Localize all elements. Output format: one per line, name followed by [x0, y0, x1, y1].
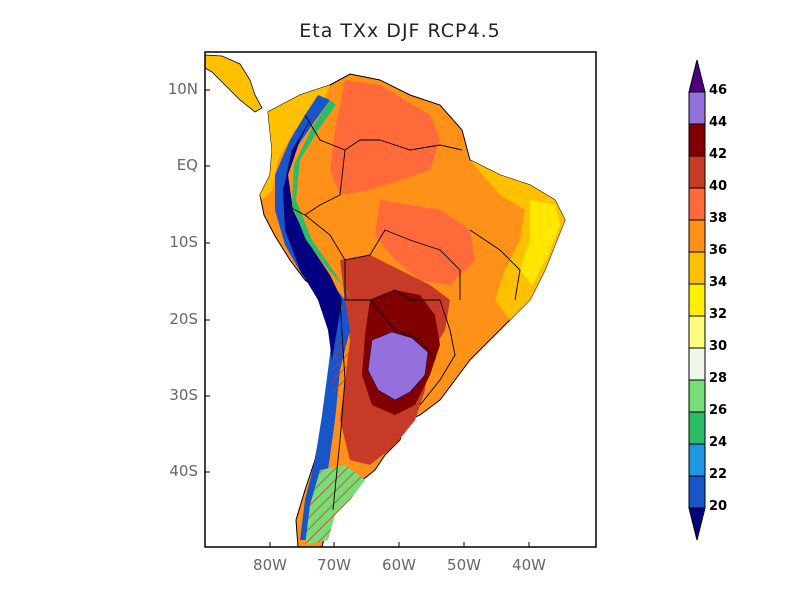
- country-borders: [284, 114, 521, 511]
- colorbar-tick-label: 22: [709, 467, 728, 482]
- colorbar-tick-label: 26: [709, 403, 728, 418]
- colorbar-bin: [688, 315, 706, 349]
- colorbar-bin: [688, 443, 706, 477]
- lon-tick-label: 60W: [382, 556, 416, 574]
- colorbar-bin: [688, 283, 706, 317]
- colorbar-bin: [688, 411, 706, 445]
- colorbar-bin: [688, 251, 706, 285]
- colorbar-tick-label: 30: [709, 339, 728, 354]
- colorbar-extend-high: [688, 59, 706, 93]
- lat-tick-label: EQ: [176, 156, 198, 174]
- lat-tick-label: 20S: [169, 310, 198, 328]
- zone-38-40-central: [375, 200, 475, 285]
- lat-tick-label: 10S: [169, 233, 198, 251]
- colorbar-tick-label: 20: [709, 499, 728, 514]
- colorbar-tick-label: 28: [709, 371, 728, 386]
- zone-44-46: [367, 331, 429, 401]
- zone-38-40: [330, 80, 440, 195]
- colorbar-bin: [688, 475, 706, 509]
- colorbar-bin: [688, 187, 706, 221]
- colorbar-tick-label: 24: [709, 435, 728, 450]
- colorbar-tick-label: 34: [709, 275, 728, 290]
- colorbar-tick-label: 38: [709, 211, 728, 226]
- colorbar-bin: [688, 347, 706, 381]
- colorbar-tick-label: 36: [709, 243, 728, 258]
- colorbar-extend-low: [688, 507, 706, 541]
- zone-34-36: [470, 160, 565, 320]
- axis-ticks: [205, 89, 530, 547]
- chile-hatch: [330, 340, 350, 400]
- map-title: Eta TXx DJF RCP4.5: [299, 20, 501, 42]
- colorbar: [688, 59, 706, 541]
- lat-tick-label: 30S: [169, 386, 198, 404]
- zone-32-34: [520, 200, 560, 285]
- colorbar-tick-label: 46: [709, 83, 728, 98]
- colorbar-bin: [688, 219, 706, 253]
- colorbar-bin: [688, 91, 706, 125]
- lon-tick-label: 80W: [253, 556, 287, 574]
- lat-tick-label: 10N: [167, 80, 198, 98]
- map-frame: [204, 51, 597, 548]
- andes-cold-zone: [275, 95, 350, 540]
- colorbar-tick-label: 42: [709, 147, 728, 162]
- lon-tick-label: 50W: [447, 556, 481, 574]
- andes-edge: [292, 100, 352, 300]
- lon-tick-label: 40W: [512, 556, 546, 574]
- colorbar-tick-label: 44: [709, 115, 728, 130]
- lat-tick-label: 40S: [169, 462, 198, 480]
- colorbar-bin: [688, 123, 706, 157]
- andes-core: [283, 115, 342, 360]
- significance-hatch: [305, 465, 365, 545]
- colorbar-bin: [688, 155, 706, 189]
- central-america-land: [205, 54, 263, 113]
- colorbar-bin: [688, 379, 706, 413]
- colorbar-tick-label: 32: [709, 307, 728, 322]
- lon-tick-label: 70W: [317, 556, 351, 574]
- colorbar-tick-label: 40: [709, 179, 728, 194]
